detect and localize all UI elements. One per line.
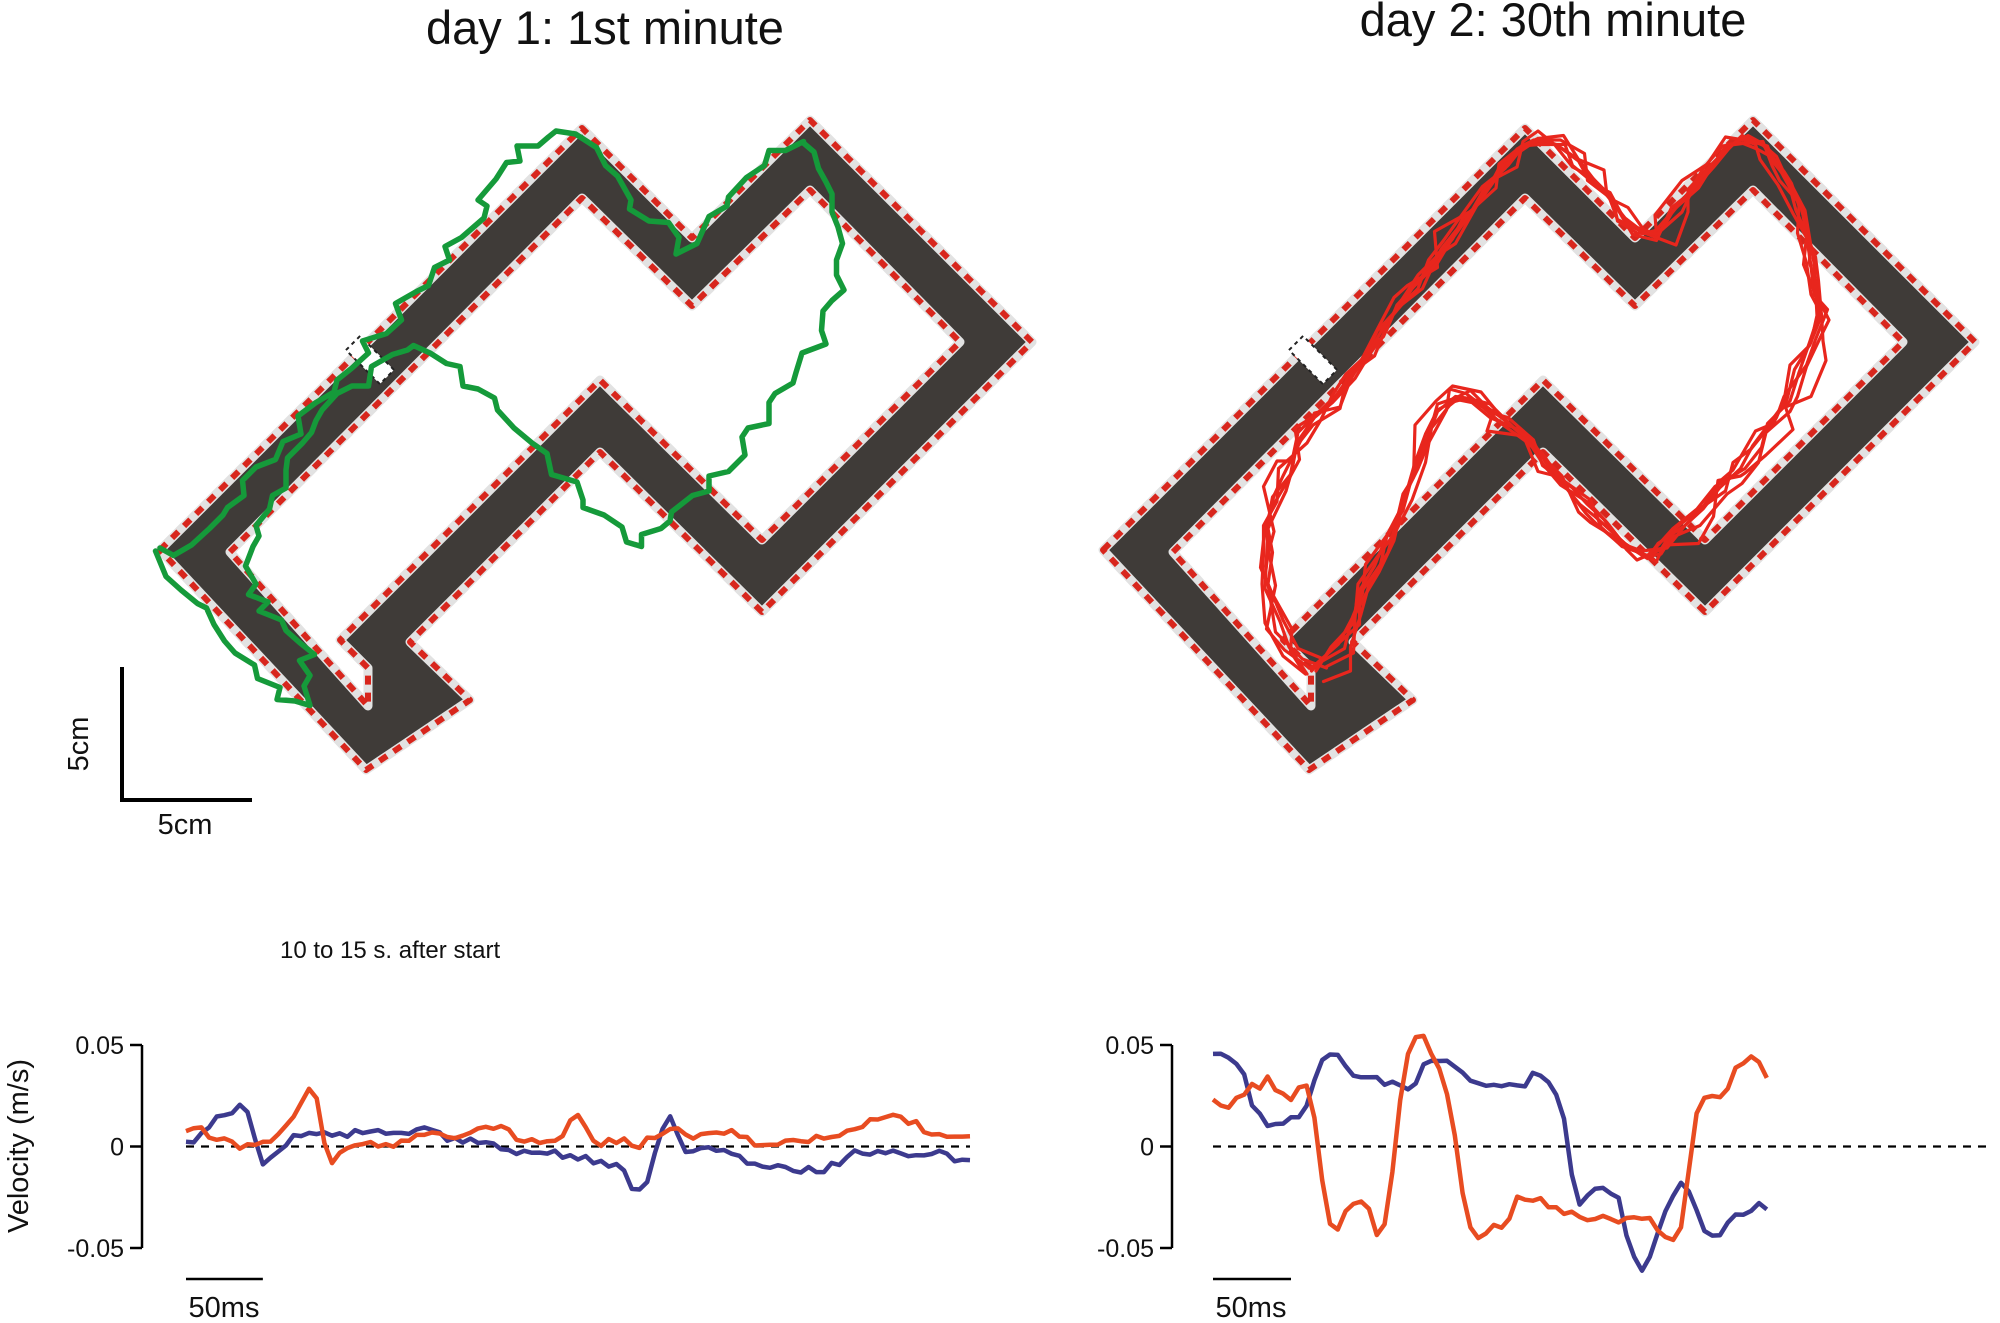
velocity-series-0 — [185, 1102, 971, 1192]
time-window-annotation: 10 to 15 s. after start — [280, 937, 500, 964]
velocity-plot-left: 0.05 0 -0.05 50ms — [67, 1032, 971, 1323]
y-tick-label: 0.05 — [75, 1032, 124, 1060]
trajectory-left — [152, 128, 847, 709]
trajectory-right — [1258, 129, 1831, 684]
scale-bar-vertical-label: 5cm — [63, 717, 95, 772]
velocity-series-0 — [1212, 1051, 1769, 1273]
trajectory-line-2 — [1266, 138, 1824, 670]
y-tick-label: 0 — [1140, 1134, 1154, 1162]
track-left — [155, 115, 1037, 775]
velocity-ylabel: Velocity (m/s) — [3, 1059, 35, 1233]
trajectory-line-0 — [152, 128, 847, 709]
track-right — [1098, 115, 1980, 775]
y-tick-label: -0.05 — [67, 1235, 124, 1263]
velocity-plot-right: 0.05 0 -0.05 50ms — [1097, 1032, 1993, 1323]
right-panel-title: day 2: 30th minute — [1360, 0, 1747, 46]
start-finish-flag-icon — [344, 334, 396, 386]
trajectory-line-5 — [1263, 136, 1819, 676]
track-outer-dashes — [157, 117, 1035, 773]
track-inner-dashes — [1170, 187, 1906, 709]
velocity-series-1 — [1211, 1033, 1769, 1243]
track-infield — [1173, 190, 1903, 706]
y-tick-label: -0.05 — [1097, 1235, 1154, 1263]
track-infield — [230, 190, 960, 706]
track-inner-dashes — [227, 187, 963, 709]
track-outer-dashes — [1100, 117, 1978, 773]
time-scale-bar-label: 50ms — [189, 1292, 260, 1323]
y-tick-label: 0.05 — [1105, 1032, 1154, 1060]
start-finish-flag-icon — [1287, 334, 1339, 386]
trajectory-line-3 — [1260, 133, 1830, 676]
scale-bar-horizontal-label: 5cm — [158, 809, 213, 841]
spatial-scale-bar: 5cm 5cm — [63, 667, 252, 841]
left-panel-title: day 1: 1st minute — [426, 1, 784, 54]
velocity-series-1 — [185, 1086, 971, 1166]
time-scale-bar-label: 50ms — [1216, 1292, 1287, 1323]
y-tick-label: 0 — [110, 1134, 124, 1162]
